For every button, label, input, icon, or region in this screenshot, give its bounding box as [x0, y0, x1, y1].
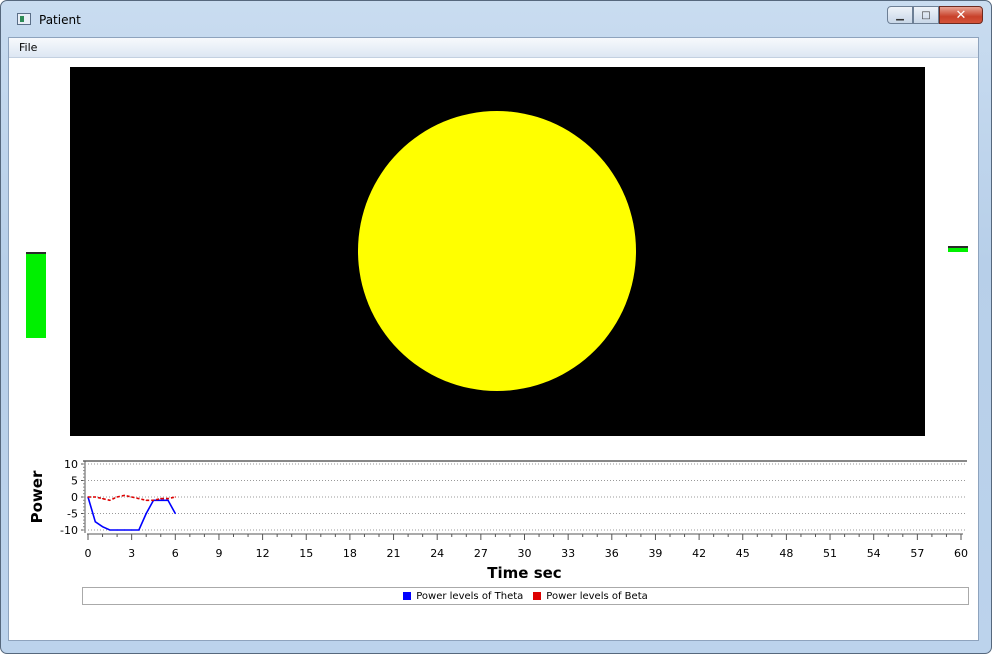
theta-point: [101, 526, 104, 528]
y-tick-label: -5: [67, 508, 78, 521]
y-tick-label: -10: [60, 524, 78, 537]
x-tick-label: 54: [867, 547, 881, 560]
x-tick-label: 27: [474, 547, 488, 560]
x-tick-label: 39: [648, 547, 662, 560]
x-tick-label: 33: [561, 547, 575, 560]
theta-point: [131, 529, 133, 531]
chart-legend: Power levels of Theta Power levels of Be…: [82, 587, 969, 605]
beta-point: [174, 496, 176, 498]
theta-point: [160, 499, 162, 501]
theta-point: [167, 499, 169, 501]
app-icon: [17, 13, 31, 25]
minimize-icon: ▁: [896, 9, 904, 21]
y-axis-title: Power: [28, 470, 46, 523]
theta-swatch: [403, 592, 412, 600]
legend-item-beta: Power levels of Beta: [533, 590, 648, 602]
window-title: Patient: [39, 13, 81, 27]
x-tick-label: 45: [736, 547, 750, 560]
left-level-bar: [26, 252, 46, 338]
title-bar[interactable]: Patient ▁ □ ✕: [1, 1, 991, 37]
close-button[interactable]: ✕: [939, 6, 983, 24]
x-tick-label: 12: [256, 547, 270, 560]
beta-point: [167, 498, 169, 500]
beta-point: [131, 496, 133, 498]
stimulus-display: [70, 67, 925, 436]
y-tick-label: 10: [64, 458, 78, 471]
theta-point: [123, 529, 125, 531]
x-tick-label: 9: [215, 547, 222, 560]
x-tick-label: 3: [128, 547, 135, 560]
x-tick-label: 15: [299, 547, 313, 560]
x-tick-label: 36: [605, 547, 619, 560]
x-tick-label: 6: [172, 547, 179, 560]
beta-point: [94, 496, 96, 498]
legend-label-beta: Power levels of Beta: [546, 590, 648, 602]
x-tick-label: 57: [910, 547, 924, 560]
minimize-button[interactable]: ▁: [887, 6, 913, 24]
theta-point: [138, 529, 140, 531]
x-tick-label: 30: [518, 547, 532, 560]
theta-point: [109, 529, 111, 531]
theta-point: [116, 529, 118, 531]
x-tick-label: 51: [823, 547, 837, 560]
beta-point: [152, 499, 155, 501]
x-tick-label: 48: [779, 547, 793, 560]
legend-label-theta: Power levels of Theta: [416, 590, 524, 602]
beta-point: [116, 496, 118, 498]
beta-point: [145, 499, 147, 501]
maximize-button[interactable]: □: [913, 6, 939, 24]
window-controls: ▁ □ ✕: [887, 6, 983, 26]
menu-file[interactable]: File: [19, 41, 38, 54]
x-tick-label: 21: [387, 547, 401, 560]
client-area: File 10 5 0 -5 -10 0 3 6 9 12 15 18 21 24 27 30 33 36 39 42…: [8, 37, 979, 641]
close-icon: ✕: [955, 7, 967, 23]
theta-series-line: [87, 496, 177, 531]
beta-swatch: [533, 592, 542, 600]
legend-item-theta: Power levels of Theta: [403, 591, 523, 602]
x-tick-label: 42: [692, 547, 706, 560]
beta-point: [123, 494, 125, 496]
beta-point: [109, 499, 111, 501]
beta-point: [160, 498, 162, 500]
beta-point: [87, 496, 89, 498]
theta-point: [174, 512, 176, 515]
beta-point: [138, 498, 140, 500]
theta-point: [145, 512, 147, 515]
x-tick-label: 60: [954, 547, 968, 560]
right-level-bar: [948, 246, 968, 252]
x-tick-label: 0: [85, 547, 92, 560]
maximize-icon: □: [921, 9, 931, 21]
x-tick-label: 18: [343, 547, 357, 560]
yellow-circle: [358, 111, 636, 391]
y-tick-label: 0: [71, 491, 78, 504]
y-tick-label: 5: [71, 475, 78, 488]
beta-point: [101, 498, 104, 500]
x-axis-title: Time sec: [487, 564, 561, 582]
theta-point: [94, 521, 96, 523]
menu-bar: File: [9, 38, 978, 58]
x-tick-label: 24: [430, 547, 444, 560]
